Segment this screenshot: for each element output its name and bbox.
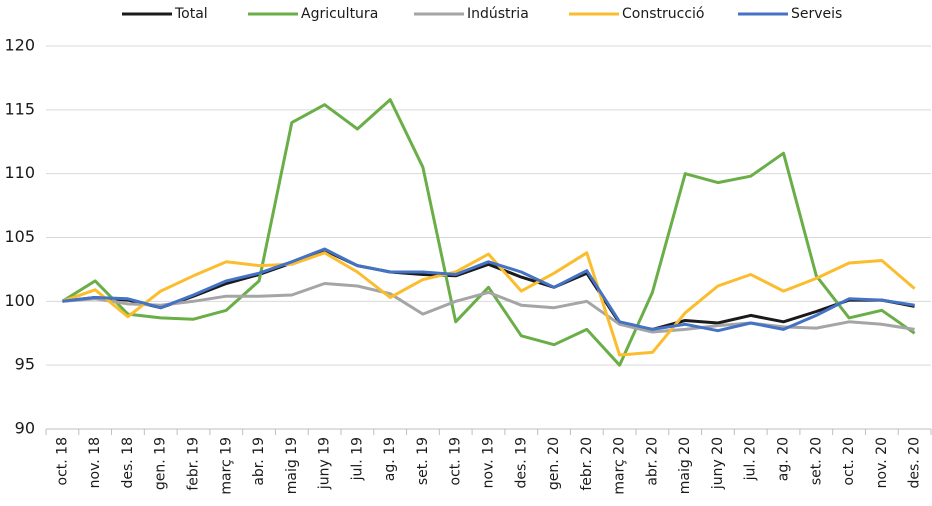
x-tick-label: abr. 20 <box>644 437 660 486</box>
x-tick-label: nov. 18 <box>87 437 103 488</box>
legend-label: Agricultura <box>301 6 378 22</box>
y-tick-label: 120 <box>4 36 35 55</box>
x-tick-label: nov. 20 <box>874 437 890 488</box>
x-tick-label: febr. 20 <box>579 437 595 491</box>
legend-label: Construcció <box>622 6 704 22</box>
x-tick-label: gen. 19 <box>153 437 169 490</box>
legend-label: Total <box>174 6 208 22</box>
series-line <box>62 282 915 334</box>
x-tick-label: abr. 19 <box>251 437 267 486</box>
x-tick-label: jul. 20 <box>743 437 759 481</box>
x-tick-label: març 19 <box>218 437 234 495</box>
legend-item: Serveis <box>738 6 842 22</box>
x-tick-label: set. 19 <box>415 437 431 485</box>
series-line <box>62 247 915 333</box>
series-line <box>62 248 915 331</box>
x-tick-label: juny 19 <box>317 437 333 490</box>
x-tick-label: ag. 20 <box>776 437 792 481</box>
x-tick-label: març 20 <box>612 437 628 495</box>
x-tick-label: febr. 19 <box>186 437 202 491</box>
x-tick-label: oct. 18 <box>54 437 70 485</box>
x-tick-label: nov. 19 <box>481 437 497 488</box>
legend-label: Indústria <box>467 6 529 22</box>
x-tick-label: gen. 20 <box>546 437 562 490</box>
y-tick-label: 105 <box>4 227 35 246</box>
x-tick-label: des. 19 <box>513 437 529 489</box>
x-tick-label: jul. 19 <box>349 437 365 481</box>
x-tick-label: maig 19 <box>284 437 300 494</box>
x-tick-label: des. 20 <box>907 437 923 489</box>
legend-item: Construcció <box>569 6 704 22</box>
y-tick-label: 95 <box>15 355 35 374</box>
y-tick-label: 115 <box>4 99 35 118</box>
x-tick-label: set. 20 <box>808 437 824 485</box>
x-tick-label: oct. 20 <box>841 437 857 485</box>
legend-item: Total <box>122 6 208 22</box>
legend-item: Indústria <box>414 6 529 22</box>
legend-label: Serveis <box>791 6 842 22</box>
x-tick-label: maig 20 <box>677 437 693 494</box>
y-tick-label: 90 <box>15 419 35 438</box>
series-line <box>61 98 916 367</box>
legend-item: Agricultura <box>248 6 378 22</box>
x-tick-label: juny 20 <box>710 437 726 490</box>
x-tick-label: ag. 19 <box>382 437 398 481</box>
x-tick-label: des. 18 <box>120 437 136 489</box>
series-line <box>61 251 916 357</box>
x-tick-label: oct. 19 <box>448 437 464 485</box>
y-tick-label: 110 <box>4 163 35 182</box>
y-tick-label: 100 <box>4 291 35 310</box>
